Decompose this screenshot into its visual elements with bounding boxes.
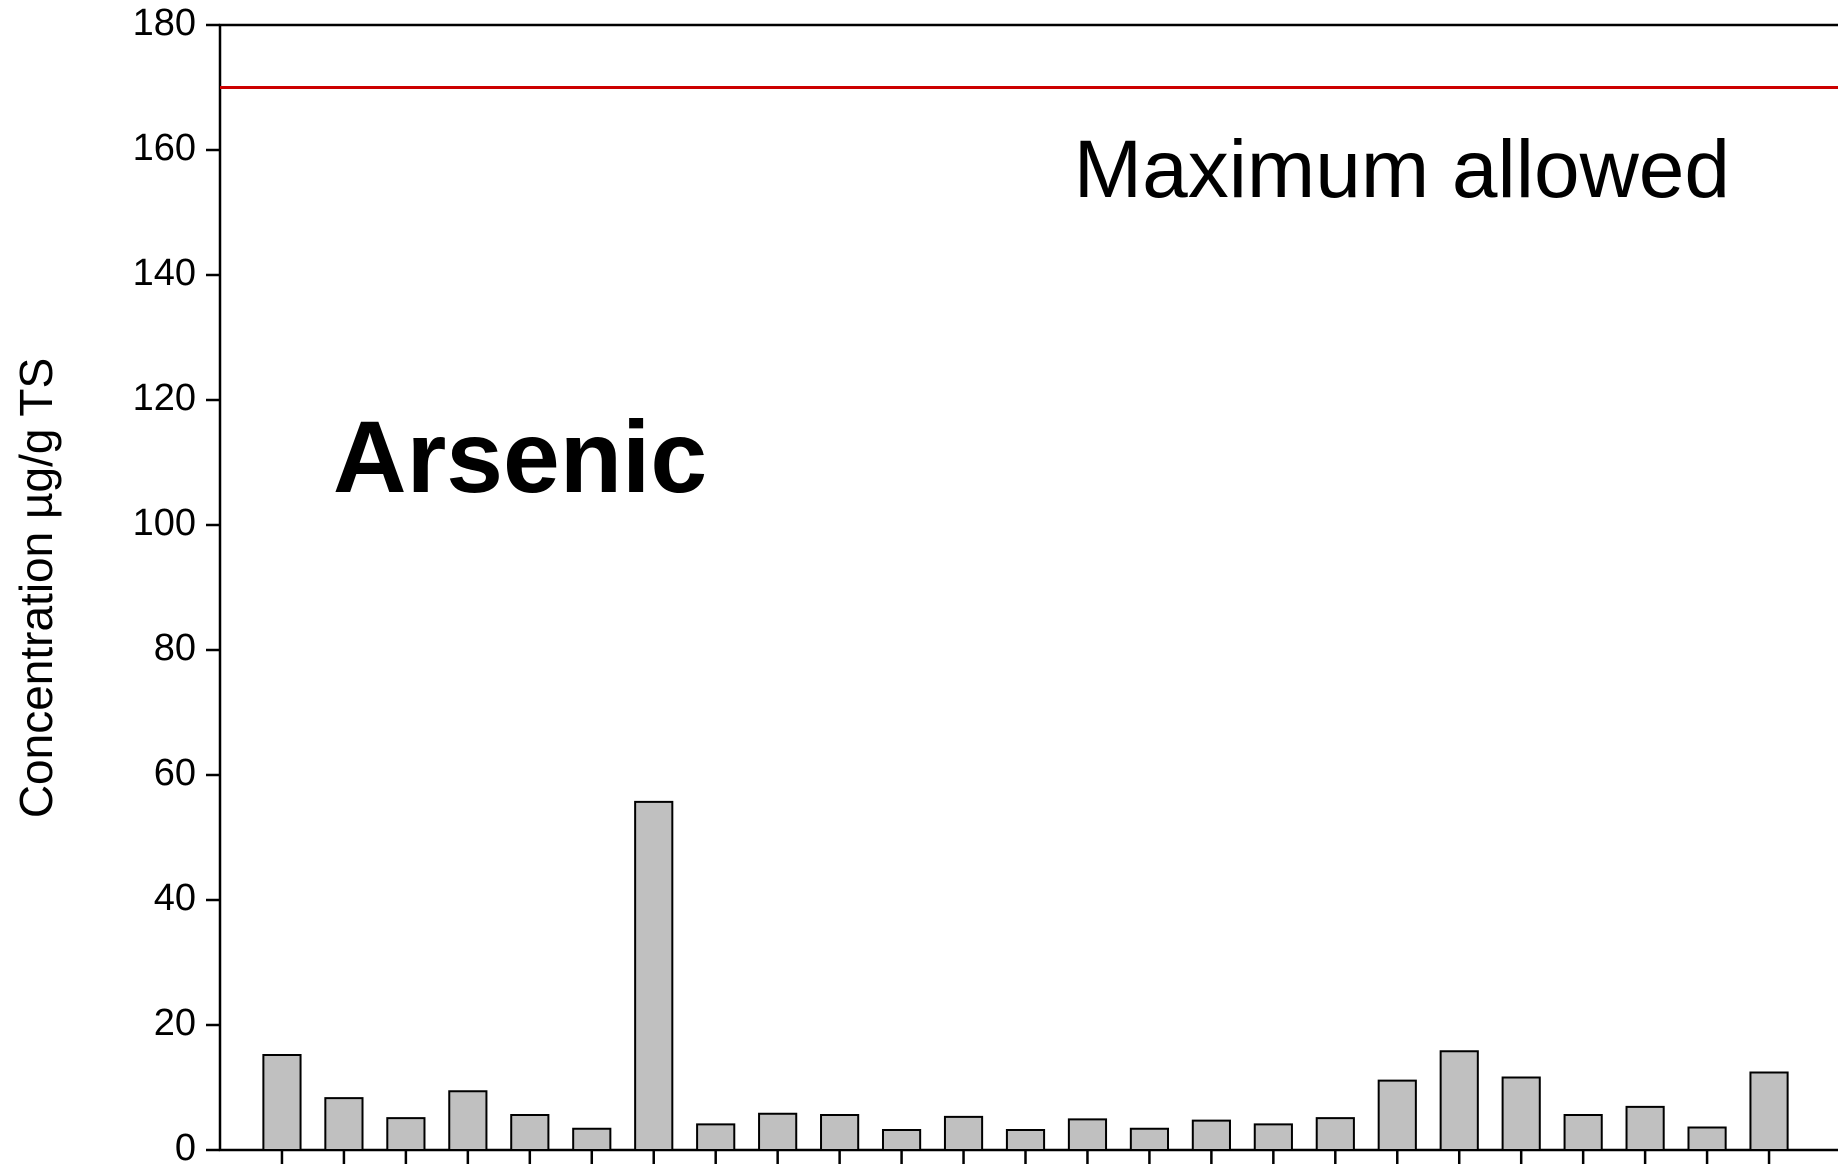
- bar: [1625, 1105, 1665, 1151]
- bar: [1253, 1123, 1293, 1151]
- y-tick-label: 160: [133, 127, 196, 169]
- bar: [1315, 1117, 1355, 1151]
- bar: [510, 1114, 550, 1151]
- bar: [1067, 1118, 1108, 1151]
- y-axis-label: Concentration µg/g TS: [10, 358, 62, 818]
- bar: [634, 800, 674, 1151]
- y-tick-label: 60: [154, 752, 196, 794]
- bar: [1687, 1126, 1727, 1151]
- bar: [1563, 1114, 1603, 1151]
- bar: [696, 1123, 736, 1151]
- bar: [943, 1115, 984, 1151]
- bar: [1749, 1071, 1789, 1151]
- y-tick-label: 20: [154, 1002, 196, 1044]
- y-tick-label: 180: [133, 2, 196, 44]
- bar: [881, 1129, 922, 1151]
- chart-title: Arsenic: [333, 400, 707, 514]
- bar: [1005, 1129, 1046, 1151]
- y-tick-label: 120: [133, 377, 196, 419]
- bar: [1501, 1076, 1541, 1151]
- bar: [386, 1117, 426, 1151]
- bar: [1129, 1127, 1170, 1151]
- bar: [324, 1097, 364, 1151]
- bar: [758, 1112, 798, 1151]
- y-tick-label: 140: [133, 252, 196, 294]
- y-tick-label: 40: [154, 877, 196, 919]
- bar: [820, 1114, 860, 1151]
- reference-label: Maximum allowed: [1074, 124, 1730, 215]
- bar: [1191, 1119, 1231, 1151]
- y-tick-label: 0: [175, 1127, 196, 1168]
- bar: [572, 1127, 612, 1151]
- y-tick-label: 80: [154, 627, 196, 669]
- bar: [448, 1090, 488, 1151]
- bar: [262, 1054, 302, 1151]
- y-tick-label: 100: [133, 502, 196, 544]
- bar: [1439, 1050, 1479, 1151]
- bar: [1377, 1079, 1417, 1151]
